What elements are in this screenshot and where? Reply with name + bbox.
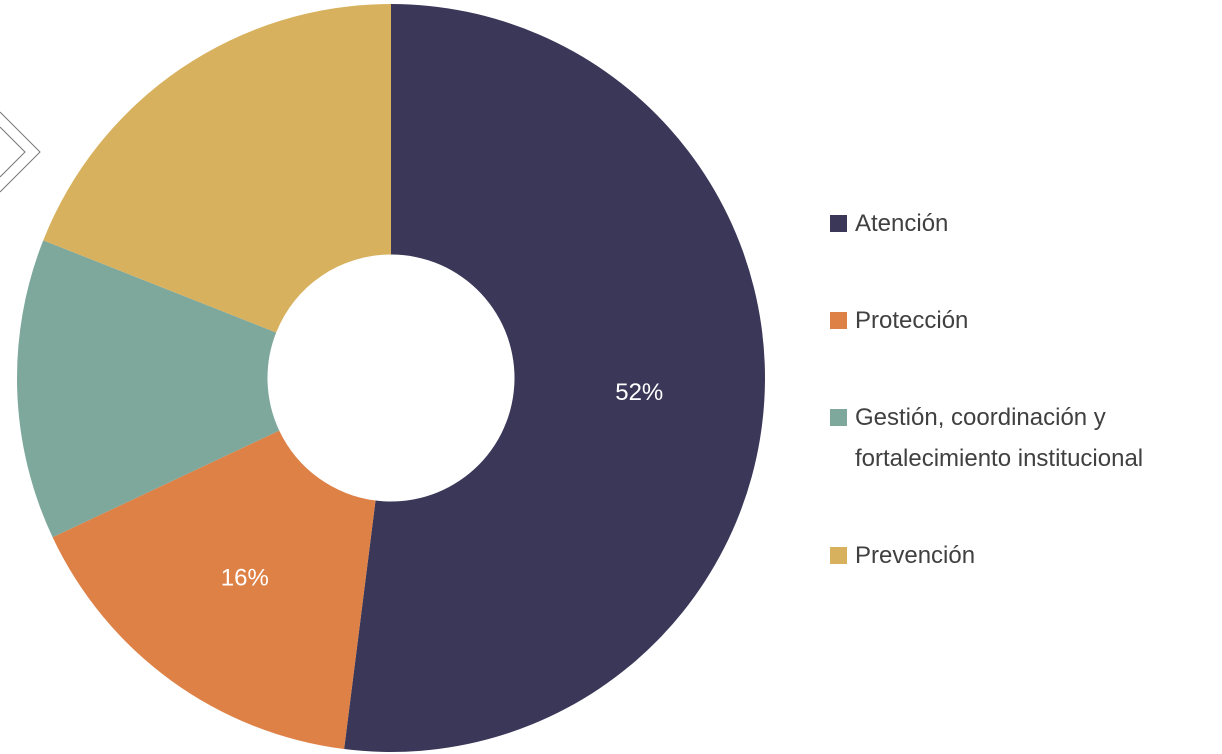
legend: Atención Protección Gestión, coordinación …: [830, 203, 1222, 576]
value-label: 52%: [615, 379, 663, 406]
donut-slice: [52, 430, 376, 750]
legend-item: Gestión, coordinación y fortalecimiento …: [830, 397, 1222, 479]
chevron-decoration: [0, 126, 26, 178]
legend-swatch: [830, 409, 847, 426]
legend-label: Gestión, coordinación y fortalecimiento …: [855, 404, 1144, 472]
legend-label: Prevención: [855, 542, 976, 569]
legend-swatch: [830, 312, 847, 329]
donut-slice: [43, 4, 391, 333]
legend-label: Protección: [855, 307, 969, 334]
legend-item: Atención: [830, 203, 1222, 244]
value-label: 16%: [221, 565, 269, 592]
donut-slice: [344, 4, 765, 752]
donut-slice: [16, 240, 280, 538]
legend-label: Atención: [855, 210, 949, 237]
legend-swatch: [830, 215, 847, 232]
legend-item: Prevención: [830, 535, 1222, 576]
legend-item: Protección: [830, 300, 1222, 341]
chevron-decoration: [0, 111, 41, 193]
legend-swatch: [830, 547, 847, 564]
